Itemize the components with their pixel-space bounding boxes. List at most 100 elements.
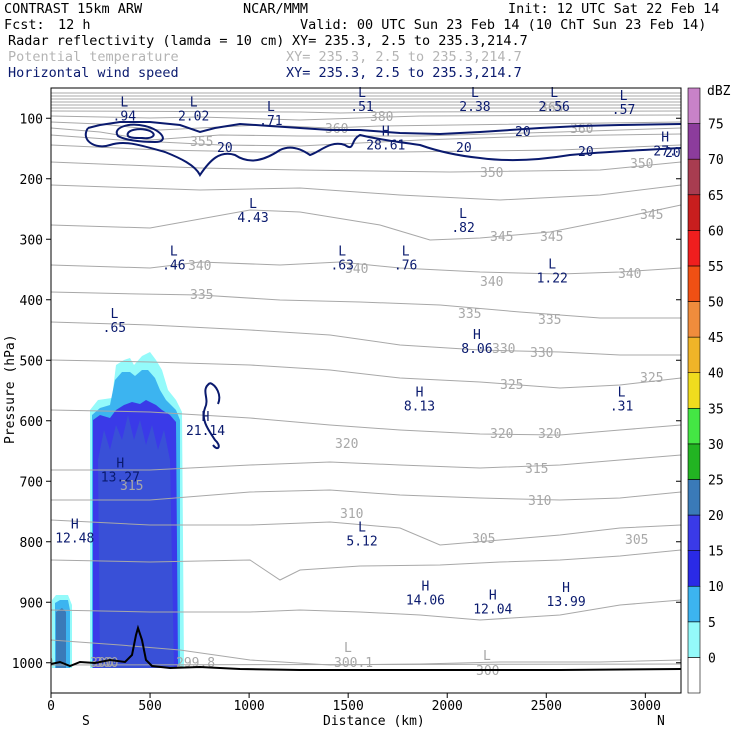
extremum-mark: H (473, 328, 481, 343)
colorbar-level-label: 65 (708, 189, 724, 204)
reflectivity-area (98, 415, 174, 668)
field-name-theta: Potential temperature (8, 49, 179, 65)
extremum-mark: L (620, 89, 628, 104)
svg-text:20: 20 (456, 141, 472, 156)
svg-text:325: 325 (500, 378, 523, 393)
extremum-mark: L (249, 197, 257, 212)
theta-extrema-marks: L L (344, 641, 491, 664)
svg-text:299.8: 299.8 (176, 656, 215, 671)
model-title: CONTRAST 15km ARW (4, 1, 143, 17)
colorbar-level-label: 35 (708, 402, 724, 417)
colorbar-title: dBZ (707, 84, 731, 99)
colorbar: 0 5 10 15 20 25 30 35 40 45 50 55 60 65 70 75 (687, 87, 724, 694)
extremum-value: .46 (162, 259, 185, 274)
extremum-mark: L (358, 86, 366, 101)
x-tick-label: 1000 (233, 699, 264, 714)
extremum-mark: H (416, 386, 424, 401)
svg-text:340: 340 (188, 259, 211, 274)
extremum-value: 4.43 (237, 211, 268, 226)
svg-text:300.1: 300.1 (334, 656, 373, 671)
y-tick-label: 700 (20, 475, 43, 490)
svg-text:325: 325 (640, 371, 663, 386)
extremum-value: .63 (330, 259, 353, 274)
colorbar-level-label: 55 (708, 260, 724, 275)
extremum-value: 12.48 (55, 532, 94, 547)
reflectivity-shading (52, 352, 184, 668)
extremum-mark: L (548, 257, 556, 272)
extremum-value: .31 (610, 400, 633, 415)
extremum-value: 2.38 (459, 100, 490, 115)
extremum-value: 13.99 (547, 595, 586, 610)
svg-text:320: 320 (538, 427, 561, 442)
x-tick-label: 2500 (531, 699, 562, 714)
extremum-value: .65 (103, 321, 126, 336)
extremum-mark: L (358, 521, 366, 536)
extremum-mark: L (618, 386, 626, 401)
x-end-right-label: N (657, 714, 665, 729)
extremum-mark: L (110, 307, 118, 322)
colorbar-level-label: 25 (708, 473, 724, 488)
colorbar-level-label: 15 (708, 545, 724, 560)
svg-text:L: L (483, 649, 491, 664)
field-name-reflectivity: Radar reflectivity (lamda = 10 cm) (8, 33, 284, 49)
y-tick-label: 1000 (12, 657, 43, 672)
colorbar-level-label: 0 (708, 651, 716, 666)
colorbar-swatch (687, 265, 701, 302)
svg-text:300: 300 (95, 656, 118, 671)
colorbar-level-label: 50 (708, 296, 724, 311)
reflectivity-area (93, 400, 178, 668)
extremum-mark: L (471, 86, 479, 101)
extrema-annotations: L.94L2.02L.71L.51L2.38L2.56L.57H28.61H27… (55, 86, 677, 617)
svg-text:305: 305 (472, 532, 495, 547)
svg-text:20: 20 (665, 146, 681, 161)
plot-frame (50, 87, 682, 694)
colorbar-swatch (687, 657, 701, 694)
colorbar-swatch (687, 336, 701, 374)
wind-contours (84, 121, 681, 450)
svg-text:330: 330 (530, 346, 553, 361)
extremum-mark: H (562, 581, 570, 596)
svg-text:310: 310 (340, 507, 363, 522)
colorbar-swatch (687, 550, 701, 587)
colorbar-level-label: 75 (708, 118, 724, 133)
valid-time: Valid: 00 UTC Sun 23 Feb 14 (10 ChT Sun … (300, 17, 706, 33)
svg-text:345: 345 (490, 230, 513, 245)
wind-contour-labels: 20 20 20 20 20 (217, 125, 681, 161)
extremum-value: 12.04 (473, 602, 512, 617)
colorbar-level-label: 70 (708, 153, 724, 168)
colorbar-swatch (687, 514, 701, 551)
colorbar-swatch (687, 301, 701, 338)
colorbar-swatch (687, 407, 701, 445)
colorbar-swatch (687, 585, 701, 623)
svg-text:365: 365 (540, 101, 563, 116)
theta-contours (51, 92, 681, 666)
svg-text:310: 310 (528, 494, 551, 509)
svg-text:340: 340 (345, 262, 368, 277)
extremum-mark: L (190, 95, 198, 110)
svg-text:315: 315 (525, 462, 548, 477)
svg-text:20: 20 (217, 141, 233, 156)
field-xy-theta: XY= 235.3, 2.5 to 235.3,214.7 (286, 49, 522, 65)
y-axis-label: Pressure (hPa) (3, 334, 18, 444)
fcst-value: 12 h (58, 17, 91, 33)
terrain-line (51, 624, 681, 671)
x-axis-label: Distance (km) (323, 714, 425, 729)
colorbar-swatch (687, 443, 701, 480)
extremum-value: 2.02 (178, 109, 209, 124)
y-tick-label: 100 (20, 112, 43, 127)
extremum-value: .94 (113, 109, 137, 124)
svg-text:300: 300 (476, 664, 499, 679)
svg-text:305: 305 (625, 533, 648, 548)
y-tick-label: 200 (20, 173, 43, 188)
svg-text:355: 355 (190, 135, 213, 150)
colorbar-level-label: 20 (708, 509, 724, 524)
x-end-left-label: S (82, 714, 90, 729)
x-tick-label: 0 (47, 699, 55, 714)
extremum-value: 2.56 (539, 100, 570, 115)
svg-text:20: 20 (515, 125, 531, 140)
extremum-value: 14.06 (406, 593, 445, 608)
svg-text:330: 330 (492, 342, 515, 357)
colorbar-swatch (687, 123, 701, 160)
svg-text:350: 350 (630, 157, 653, 172)
extremum-mark: L (338, 245, 346, 260)
